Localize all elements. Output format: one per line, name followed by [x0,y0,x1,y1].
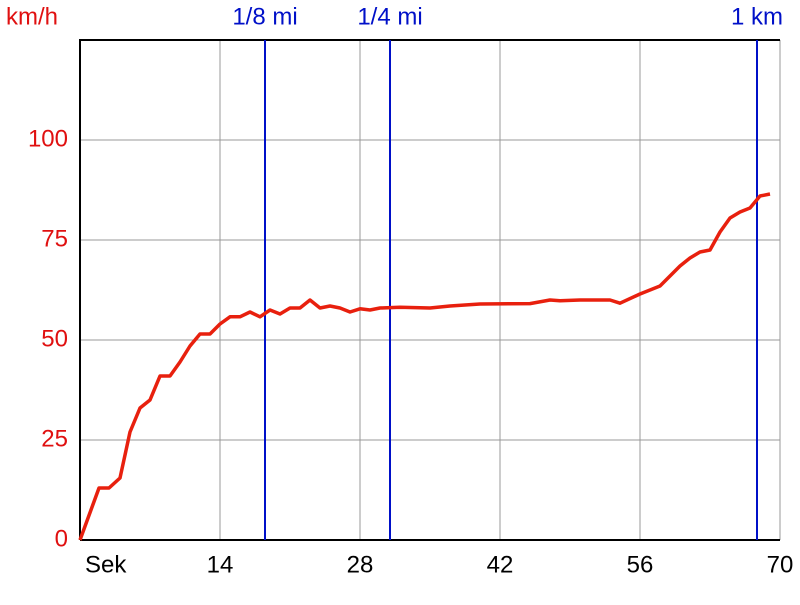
x-tick-label: 28 [347,551,374,578]
distance-marker-label: 1 km [731,3,783,30]
y-axis-label: km/h [6,3,58,30]
y-tick-label: 0 [55,525,68,552]
y-tick-label: 25 [41,425,68,452]
y-tick-label: 50 [41,325,68,352]
distance-marker-label: 1/8 mi [232,3,297,30]
x-tick-label: 56 [627,551,654,578]
y-tick-label: 75 [41,225,68,252]
axis-frame [79,39,780,541]
distance-marker-label: 1/4 mi [357,3,422,30]
y-tick-label: 100 [28,125,68,152]
speed-line [78,192,771,541]
x-tick-label: Sek [85,551,127,578]
x-tick-label: 42 [487,551,514,578]
x-tick-label: 14 [207,551,234,578]
x-tick-label: 70 [767,551,794,578]
